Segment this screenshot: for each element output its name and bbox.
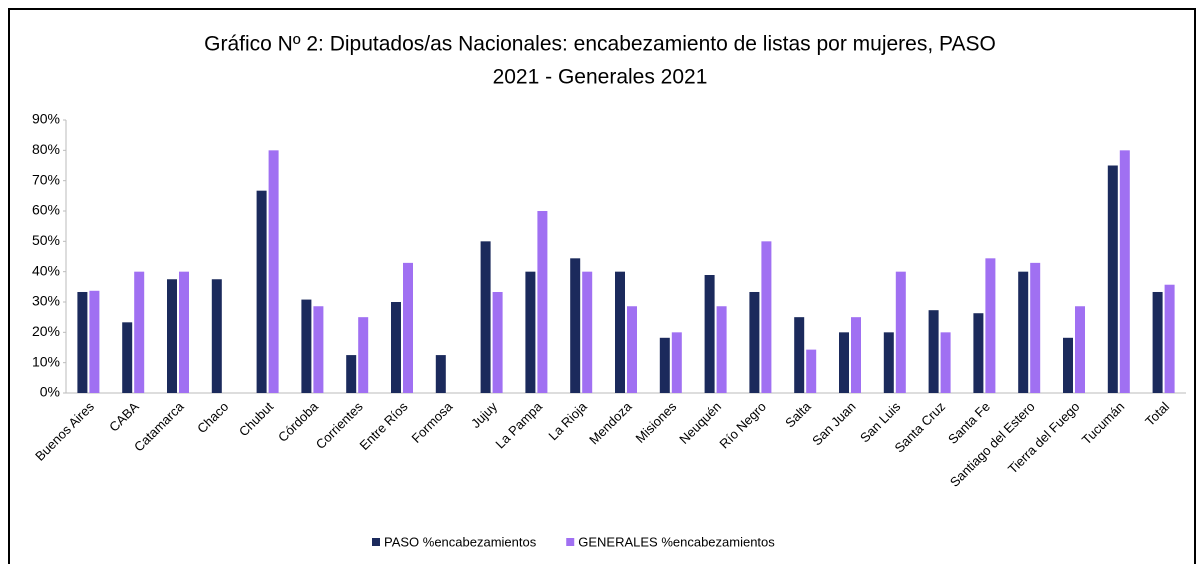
bar [1152, 291, 1163, 393]
bar [435, 355, 446, 393]
bar [895, 271, 906, 393]
bar [492, 291, 503, 393]
bar [761, 241, 772, 393]
y-tick-label: 40% [32, 262, 60, 278]
bar [716, 306, 727, 393]
bar [89, 290, 100, 393]
bar [671, 332, 682, 393]
bar [179, 271, 189, 393]
legend-label: PASO %encabezamientos [384, 534, 537, 549]
legend-label: GENERALES %encabezamientos [578, 534, 775, 549]
chart-title: Gráfico Nº 2: Diputados/as Nacionales: e… [204, 33, 996, 56]
bar [570, 258, 581, 393]
bar [391, 302, 401, 393]
bar [122, 322, 133, 393]
y-tick-label: 20% [32, 323, 60, 339]
bar [627, 306, 637, 393]
chart-title: 2021 - Generales 2021 [493, 66, 708, 89]
bar [1107, 165, 1118, 393]
bar [749, 291, 760, 393]
y-tick-label: 80% [32, 141, 60, 157]
y-tick-label: 90% [32, 111, 60, 127]
bar [1164, 284, 1175, 393]
legend-swatch [566, 538, 575, 546]
bar [704, 275, 715, 393]
bar [582, 271, 593, 393]
bar [167, 279, 177, 393]
bar [1018, 271, 1029, 393]
bar [525, 271, 536, 393]
legend-swatch [372, 538, 380, 546]
bar [358, 317, 369, 393]
y-tick-label: 10% [32, 353, 60, 369]
y-tick-label: 30% [32, 293, 60, 309]
bar [806, 349, 817, 393]
bar [1030, 262, 1041, 393]
bar [1075, 306, 1085, 393]
bar [794, 317, 805, 393]
bar [1063, 337, 1073, 393]
bar [851, 317, 861, 393]
bar [313, 306, 324, 393]
bar [973, 313, 984, 393]
bar [301, 299, 312, 393]
bar [77, 291, 88, 393]
y-tick-label: 50% [32, 232, 60, 248]
bar [134, 271, 145, 393]
y-tick-label: 70% [32, 171, 60, 187]
bar [883, 332, 894, 393]
bar [346, 355, 357, 393]
bar [537, 211, 548, 393]
bar [403, 262, 413, 393]
bar [839, 332, 849, 393]
bar [211, 279, 222, 393]
bar [940, 332, 951, 393]
bar [256, 190, 267, 393]
y-tick-label: 60% [32, 202, 60, 218]
bar [480, 241, 491, 393]
frame [8, 8, 1196, 569]
bar [1119, 150, 1130, 393]
bar [268, 150, 279, 393]
bar [928, 310, 939, 393]
y-tick-label: 0% [40, 384, 60, 400]
bar [985, 258, 996, 393]
bar [659, 337, 670, 393]
bar [615, 271, 625, 393]
